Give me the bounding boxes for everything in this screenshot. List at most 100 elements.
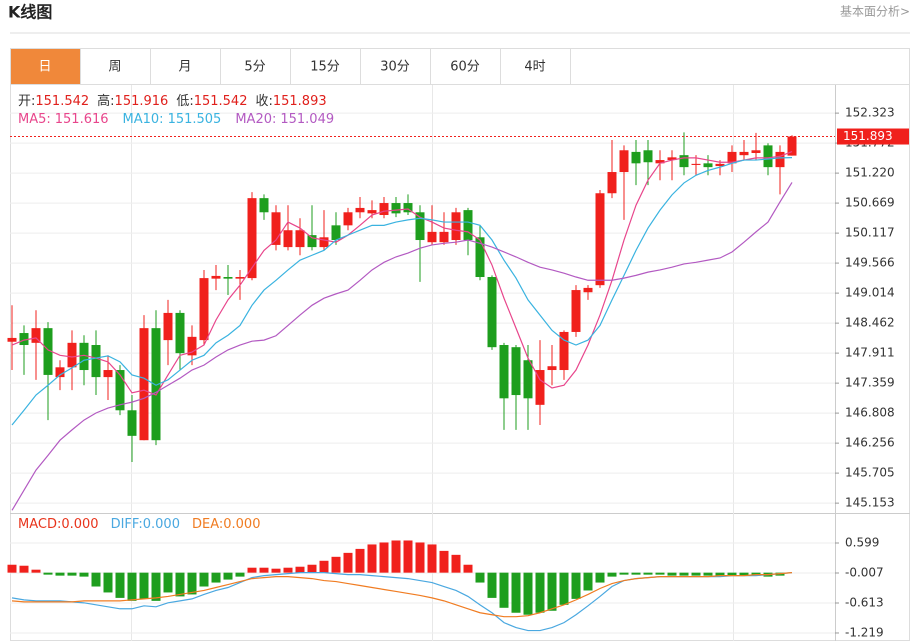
y-tick-label: -0.007 [845,566,884,580]
candle-body [559,331,569,371]
candle-body [259,198,269,213]
tab-label[interactable]: 30分 [380,60,410,75]
ma-line [11,182,793,511]
macd-bar [175,572,185,597]
candle-body [547,366,557,371]
candle-body [7,337,17,342]
candle-body [715,163,725,167]
legend-value: 151.049 [280,112,334,127]
tab-label[interactable]: 60分 [450,60,480,75]
macd-bar [7,564,17,573]
y-tick-label: 145.153 [845,496,895,510]
candle-body [607,172,617,194]
candle-body [523,360,533,399]
candle-body [655,160,665,164]
tab[interactable] [290,48,361,85]
macd-bar [283,567,293,573]
y-tick-label: 148.462 [845,316,895,330]
candle-body [31,328,41,343]
tab[interactable] [80,48,151,85]
macd-bar [451,554,461,573]
macd-bar [463,564,473,573]
tab[interactable] [500,48,571,85]
candle-body [139,328,149,441]
tab-label[interactable]: 月 [178,60,191,75]
y-tick-label: 0.599 [845,536,879,550]
macd-bar [523,572,533,615]
candle-body [403,203,413,213]
macd-bar [187,572,197,595]
y-tick-label: 149.014 [845,286,895,300]
macd-bar [679,572,689,576]
candle-body [367,210,377,214]
macd-bar [379,542,389,573]
candle-body [703,163,713,168]
tab-label[interactable]: 4时 [524,60,545,75]
y-tick-label: 145.705 [845,466,895,480]
macd-bar [583,572,593,591]
macd-bar [19,565,29,573]
macd-bar [271,568,281,573]
candle-body [667,157,677,161]
macd-bar [151,572,161,601]
candle-body [439,231,449,243]
macd-bar [331,556,341,573]
candle-body [79,342,89,371]
macd-bar [391,540,401,573]
candle-body [271,212,281,245]
ohlc-info: 开:151.542 高:151.916 低:151.542 收:151.893 [18,93,327,109]
tab-label[interactable]: 15分 [310,60,340,75]
legend-value: 0.000 [61,517,98,532]
ma-line [11,157,793,426]
ohlc-label: 低: [176,94,193,109]
candle-body [511,347,521,396]
legend-value: 151.505 [168,112,222,127]
macd-bar [547,572,557,611]
macd-bar [31,569,41,573]
candle-body [727,151,737,164]
macd-bar [715,572,725,576]
candle-body [763,145,773,168]
macd-bar [691,572,701,576]
candle-body [199,278,209,341]
candle-body [571,290,581,332]
macd-bar [655,572,665,575]
macd-bar [43,572,53,575]
macd-bar [211,572,221,583]
candle-body [283,230,293,248]
candle-body [619,150,629,173]
ma-line [11,151,793,396]
candle-body [103,370,113,378]
tab[interactable] [150,48,221,85]
macd-bar [223,572,233,580]
candle-body [775,151,785,168]
macd-bar [163,572,173,593]
macd-bar [607,572,617,577]
legend-name: MA10: [123,112,164,127]
candle-body [235,277,245,279]
candle-body [55,367,65,378]
macd-bar [247,567,257,573]
candle-body [163,312,173,341]
candle-body [691,163,701,165]
candle-body [43,328,53,375]
fundamental-link[interactable]: 基本面分析> [840,5,910,19]
tab[interactable] [10,48,81,85]
macd-bar [727,572,737,576]
candle-body [475,237,485,278]
macd-bar [571,572,581,599]
candle-body [343,212,353,226]
macd-line [11,572,793,618]
legend-name: DEA: [192,517,223,532]
tab-label[interactable]: 日 [38,60,51,75]
tab-label[interactable]: 周 [108,60,121,75]
y-tick-label: -0.613 [845,595,884,609]
macd-bar [67,572,77,576]
candle-body [295,230,305,248]
tab-label[interactable]: 5分 [244,60,265,75]
y-tick-label: 146.808 [845,406,895,420]
ohlc-label: 收: [255,94,272,109]
macd-bar [499,572,509,608]
candle-body [751,150,761,153]
candle-body [355,207,365,213]
